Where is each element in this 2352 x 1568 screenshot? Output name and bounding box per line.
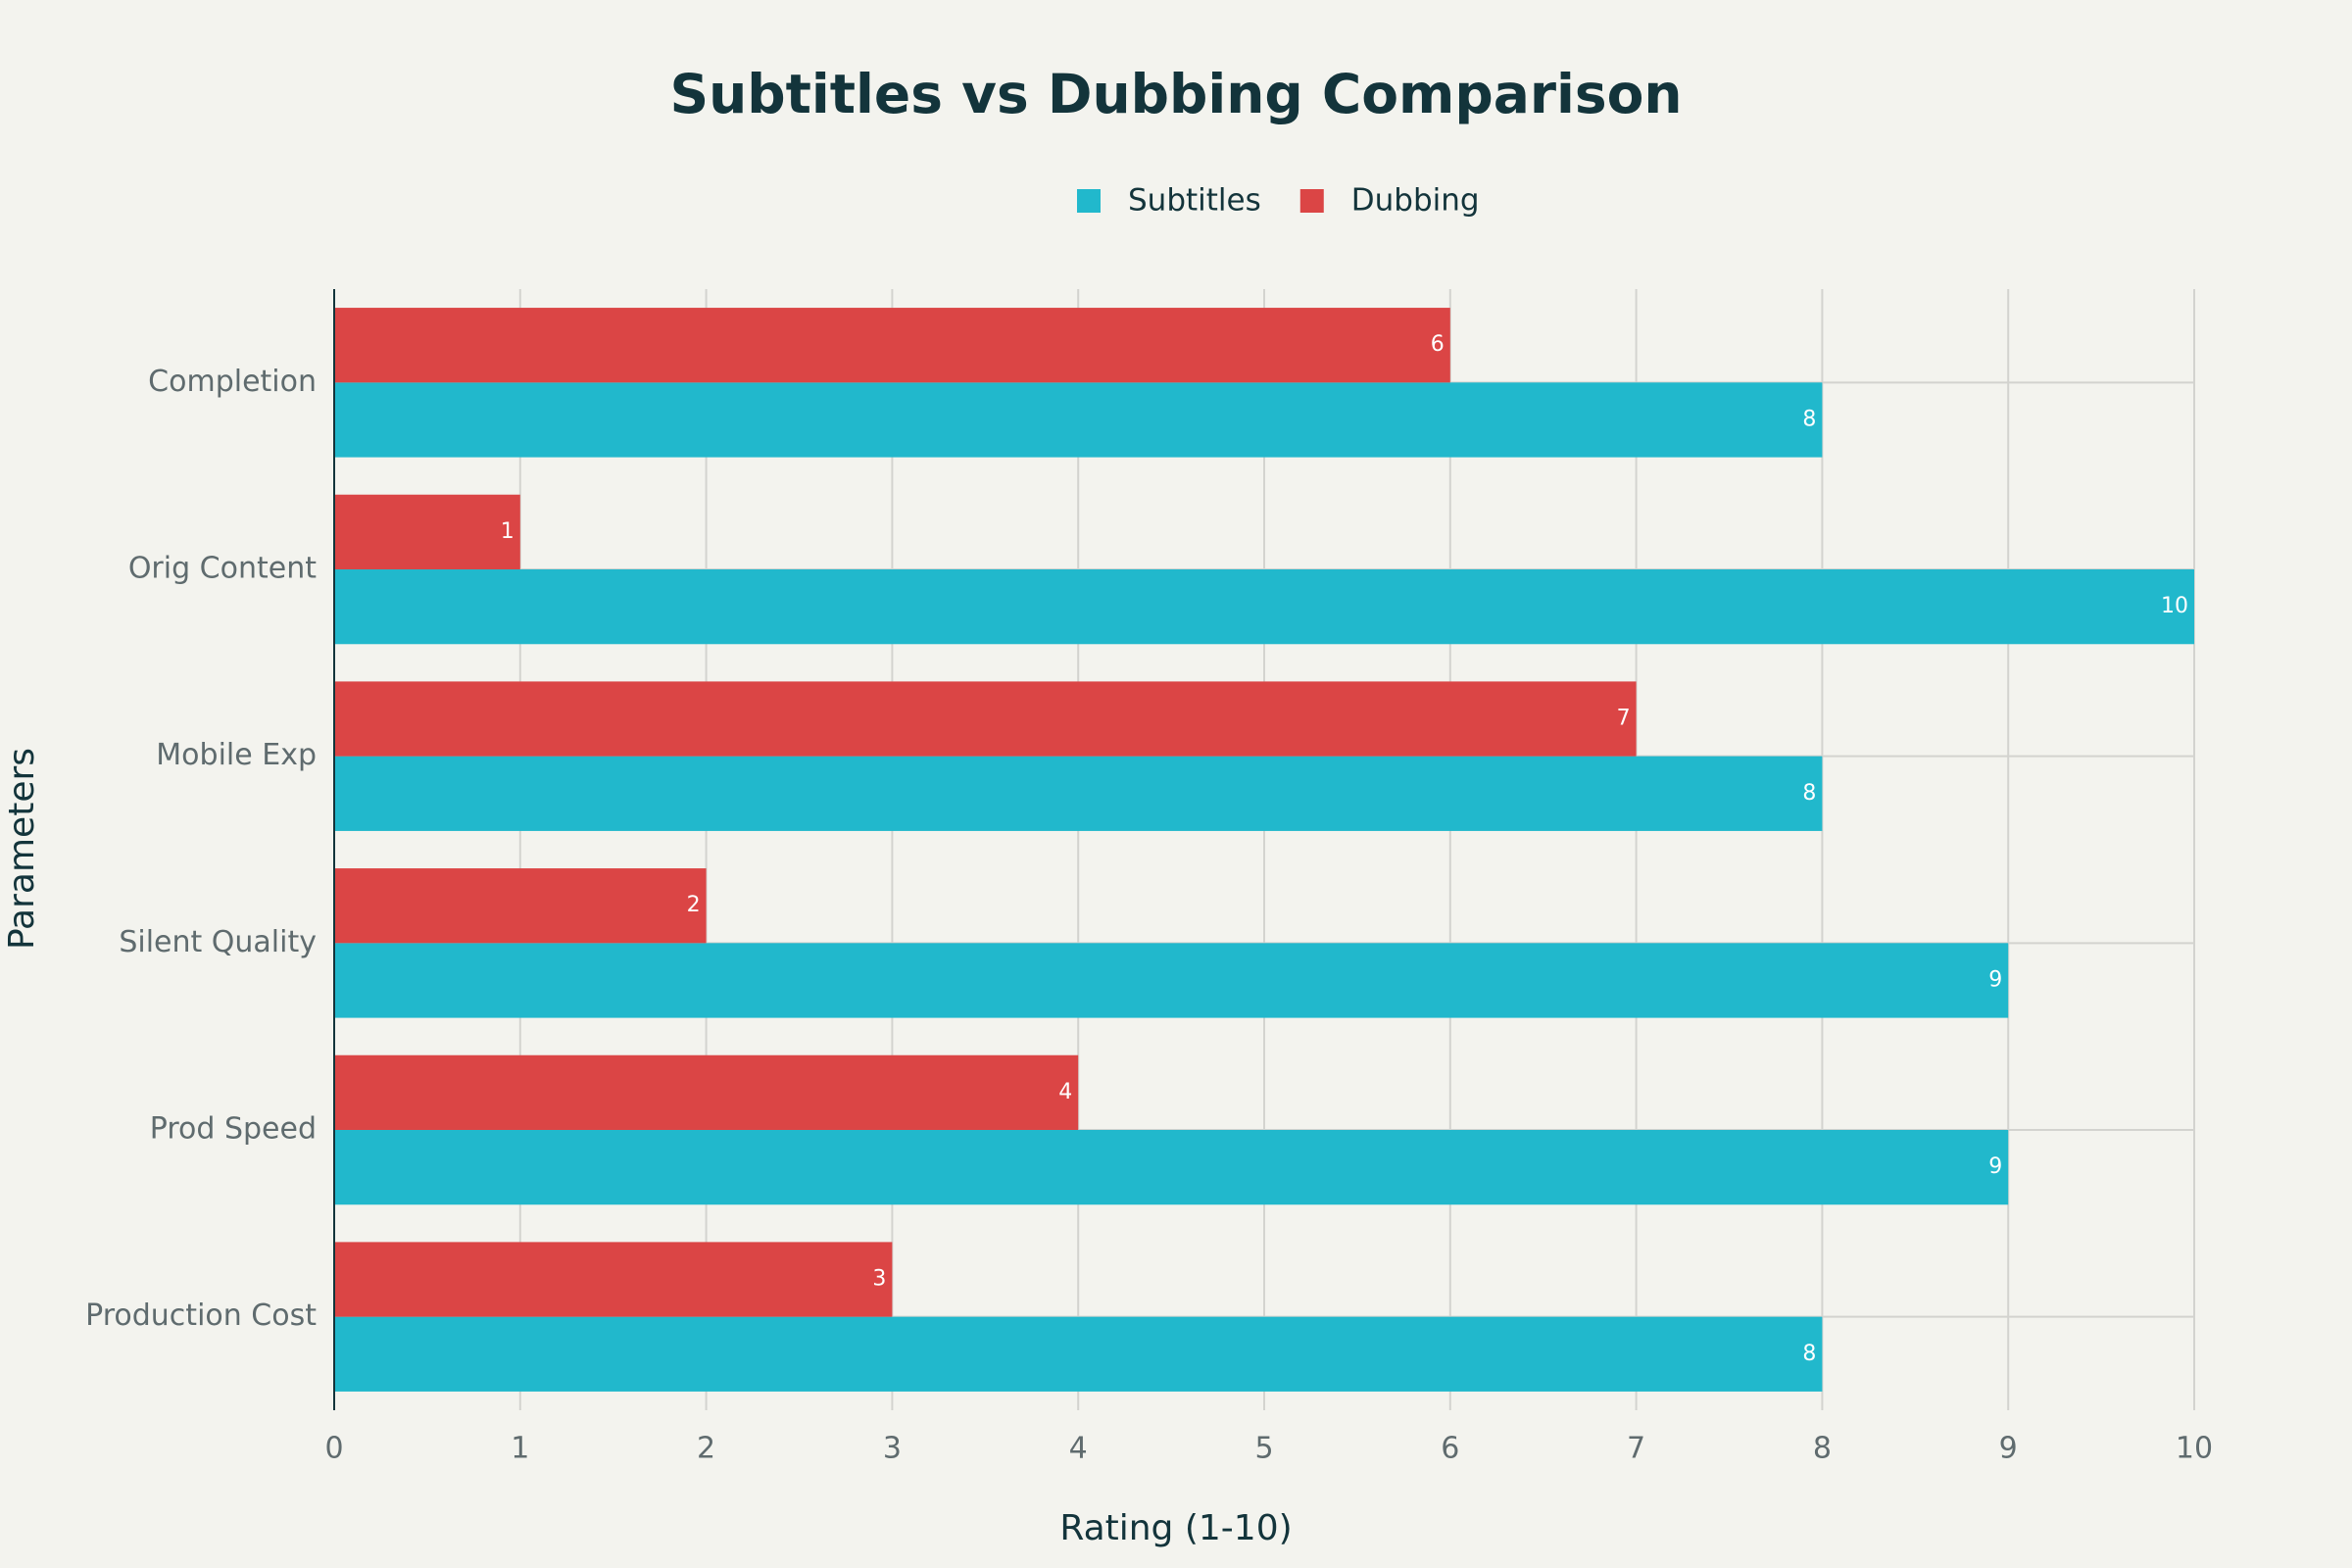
bar bbox=[334, 1054, 1079, 1130]
bar bbox=[334, 756, 1823, 831]
x-tick-label: 4 bbox=[1069, 1432, 1088, 1466]
chart-title: Subtitles vs Dubbing Comparison bbox=[669, 63, 1682, 125]
y-tick-label: Mobile Exp bbox=[156, 738, 317, 772]
y-tick-label: Orig Content bbox=[128, 552, 317, 586]
x-tick-label: 1 bbox=[511, 1432, 529, 1466]
value-label: 6 bbox=[1431, 332, 1445, 357]
bar bbox=[334, 308, 1450, 383]
bar bbox=[334, 681, 1637, 757]
x-tick-label: 0 bbox=[324, 1432, 343, 1466]
x-tick-label: 6 bbox=[1441, 1432, 1459, 1466]
legend-swatch bbox=[1299, 189, 1324, 213]
value-label: 9 bbox=[1988, 1154, 2002, 1179]
value-label: 9 bbox=[1988, 967, 2002, 992]
legend-swatch bbox=[1077, 189, 1101, 213]
y-tick-label: Completion bbox=[148, 365, 317, 399]
value-label: 8 bbox=[1802, 1342, 1816, 1366]
bar bbox=[334, 569, 2194, 645]
x-tick-label: 10 bbox=[2176, 1432, 2213, 1466]
x-tick-label: 9 bbox=[1999, 1432, 2018, 1466]
value-label: 4 bbox=[1058, 1080, 1072, 1104]
legend-label: Subtitles bbox=[1128, 183, 1261, 219]
legend-label: Dubbing bbox=[1351, 183, 1480, 219]
value-label: 8 bbox=[1802, 781, 1816, 806]
value-label: 8 bbox=[1802, 407, 1816, 431]
value-label: 1 bbox=[501, 519, 514, 544]
value-label: 3 bbox=[872, 1267, 886, 1292]
y-axis-title: Parameters bbox=[2, 748, 42, 950]
x-tick-label: 5 bbox=[1254, 1432, 1273, 1466]
value-label: 7 bbox=[1617, 707, 1631, 731]
y-tick-label: Production Cost bbox=[85, 1298, 317, 1333]
bar bbox=[334, 1242, 893, 1317]
x-tick-label: 8 bbox=[1813, 1432, 1832, 1466]
bar bbox=[334, 1130, 2009, 1205]
x-tick-label: 2 bbox=[697, 1432, 715, 1466]
bar bbox=[334, 494, 520, 569]
x-tick-label: 3 bbox=[883, 1432, 902, 1466]
bar bbox=[334, 382, 1823, 458]
value-label: 2 bbox=[687, 893, 701, 917]
bar bbox=[334, 943, 2009, 1018]
x-axis-title: Rating (1-10) bbox=[1059, 1508, 1292, 1548]
bar bbox=[334, 868, 707, 944]
value-label: 10 bbox=[2161, 594, 2188, 618]
y-tick-label: Silent Quality bbox=[119, 925, 317, 959]
x-tick-label: 7 bbox=[1627, 1432, 1645, 1466]
y-tick-label: Prod Speed bbox=[150, 1112, 317, 1147]
bar bbox=[334, 1316, 1823, 1392]
